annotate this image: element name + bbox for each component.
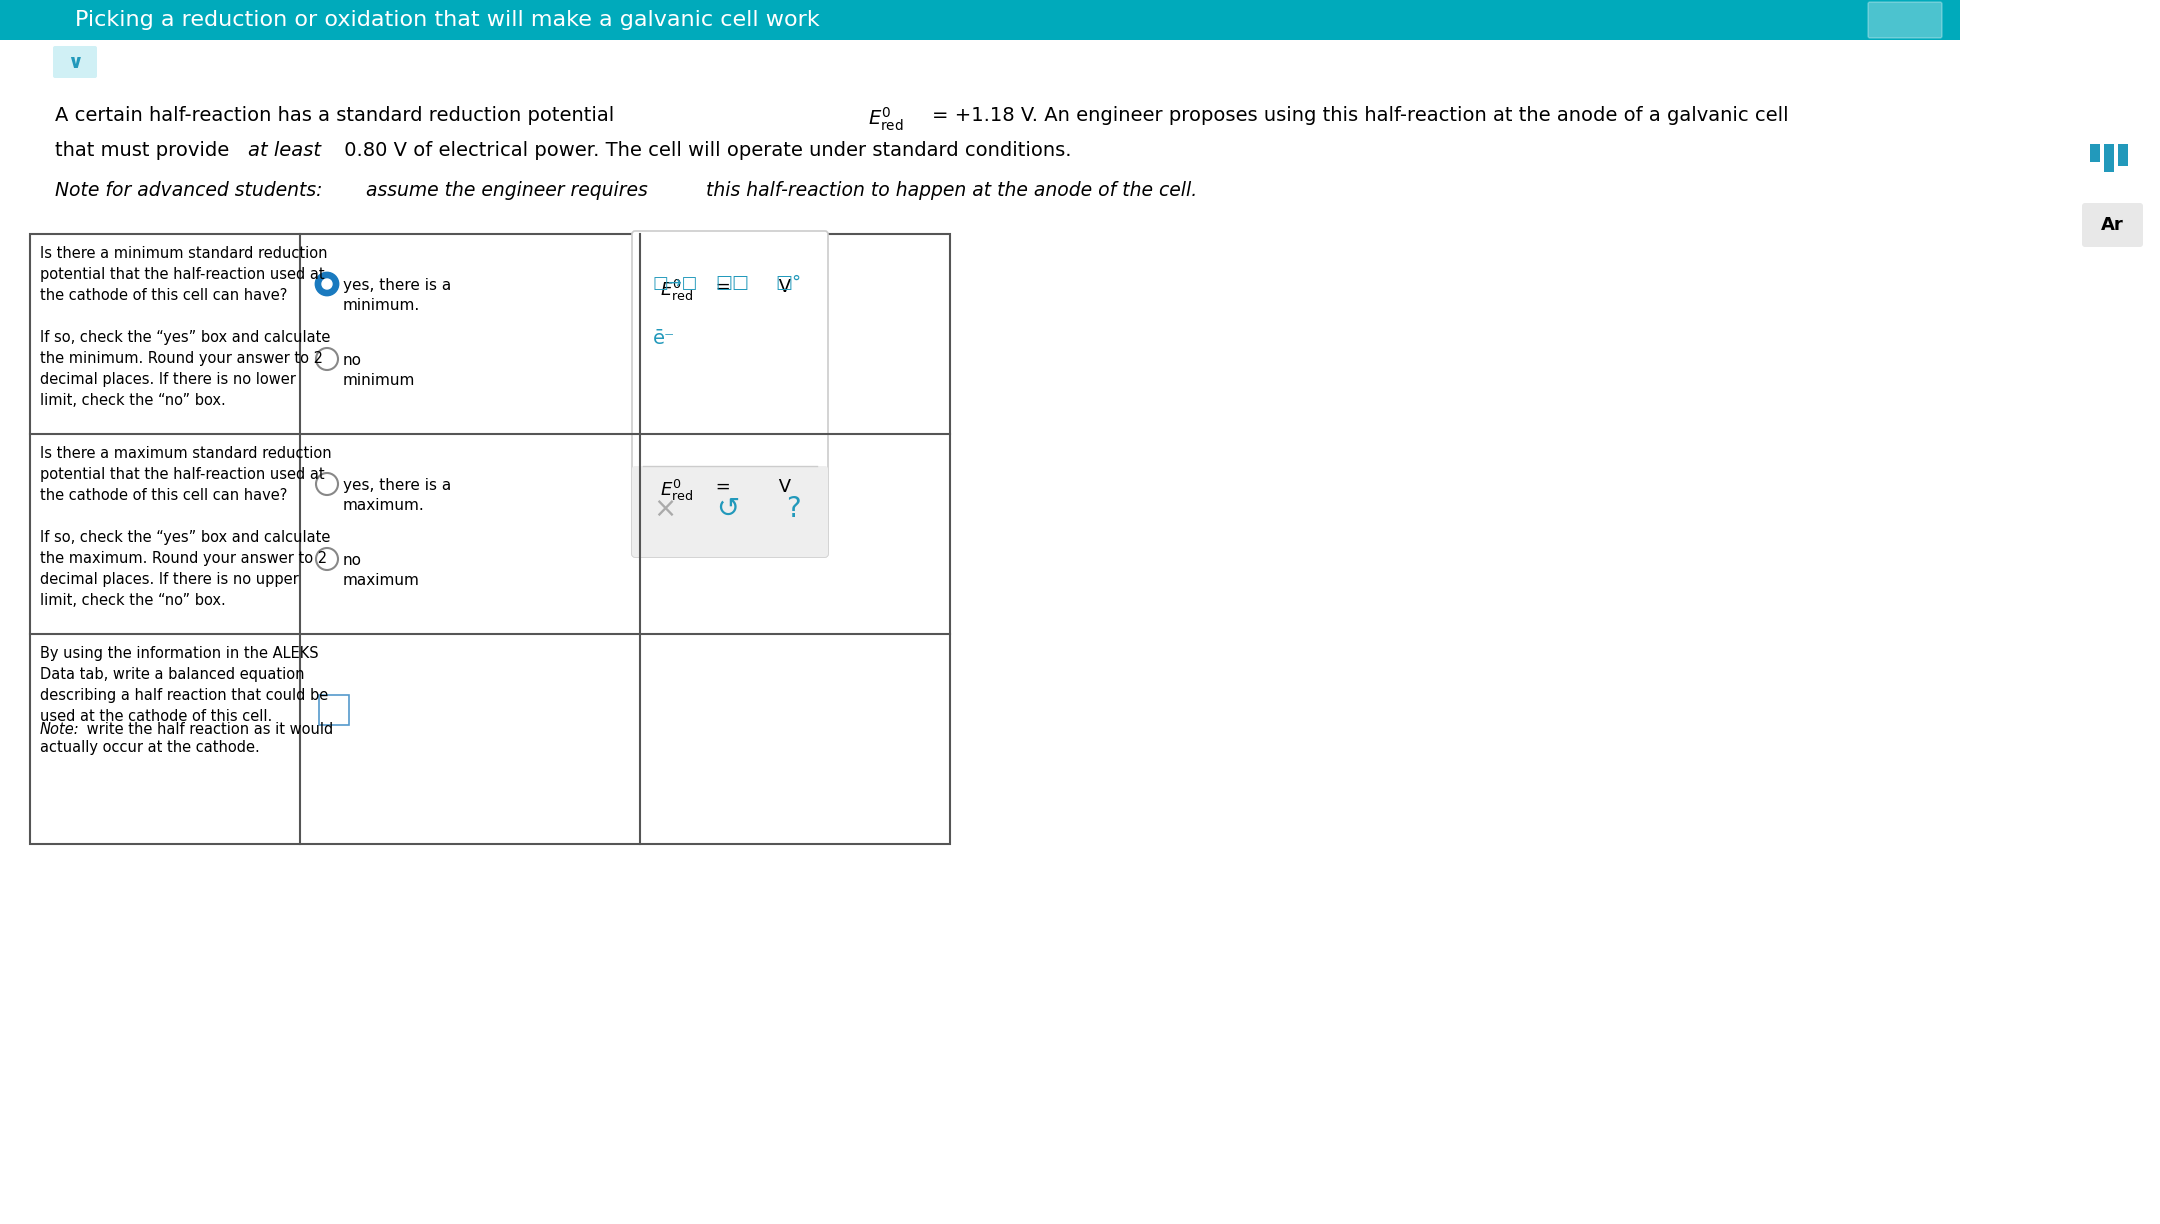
Text: ?: ? <box>786 494 801 523</box>
FancyBboxPatch shape <box>633 231 827 557</box>
Circle shape <box>315 548 337 570</box>
Text: V: V <box>773 479 791 496</box>
Text: ∨: ∨ <box>67 53 82 71</box>
FancyBboxPatch shape <box>2082 203 2143 247</box>
Text: ×: × <box>652 494 676 523</box>
Text: Note:: Note: <box>41 722 80 737</box>
Text: assume the engineer requires: assume the engineer requires <box>361 181 648 200</box>
FancyBboxPatch shape <box>730 475 769 503</box>
Circle shape <box>315 348 337 370</box>
Text: $E^{0}_{\rm red}$: $E^{0}_{\rm red}$ <box>868 106 903 133</box>
Text: no
minimum: no minimum <box>343 353 415 388</box>
Text: $E^{0}_{\rm red}$: $E^{0}_{\rm red}$ <box>661 479 693 503</box>
Text: no
maximum: no maximum <box>343 553 419 588</box>
Text: write the half reaction as it would: write the half reaction as it would <box>82 722 333 737</box>
Text: this half-reaction to happen at the anode of the cell.: this half-reaction to happen at the anod… <box>706 181 1197 200</box>
FancyBboxPatch shape <box>30 234 950 845</box>
Bar <box>2104 144 2115 173</box>
FancyBboxPatch shape <box>0 0 1959 40</box>
Bar <box>2091 144 2100 162</box>
FancyBboxPatch shape <box>320 695 350 725</box>
Text: = +1.18 V. An engineer proposes using this half-reaction at the anode of a galva: = +1.18 V. An engineer proposes using th… <box>931 106 1788 125</box>
Text: Is there a maximum standard reduction
potential that the half-reaction used at
t: Is there a maximum standard reduction po… <box>41 446 333 608</box>
Text: 0.80 V of electrical power. The cell will operate under standard conditions.: 0.80 V of electrical power. The cell wil… <box>337 141 1071 160</box>
Text: □°: □° <box>775 274 801 293</box>
Text: ↺: ↺ <box>717 494 739 523</box>
Text: Ar: Ar <box>2102 215 2123 234</box>
Bar <box>2119 144 2128 166</box>
Text: By using the information in the ALEKS
Data tab, write a balanced equation
descri: By using the information in the ALEKS Da… <box>41 646 328 725</box>
Text: V: V <box>773 278 791 296</box>
Text: yes, there is a
minimum.: yes, there is a minimum. <box>343 278 451 313</box>
FancyBboxPatch shape <box>54 47 97 78</box>
Text: $E^{0}_{\rm red}$: $E^{0}_{\rm red}$ <box>661 278 693 304</box>
FancyBboxPatch shape <box>1868 2 1942 38</box>
Text: Is there a minimum standard reduction
potential that the half-reaction used at
t: Is there a minimum standard reduction po… <box>41 246 330 408</box>
Text: yes, there is a
maximum.: yes, there is a maximum. <box>343 479 451 513</box>
FancyBboxPatch shape <box>730 275 769 304</box>
Text: A certain half-reaction has a standard reduction potential: A certain half-reaction has a standard r… <box>54 106 620 125</box>
Text: □→□: □→□ <box>652 274 698 293</box>
Text: actually occur at the cathode.: actually occur at the cathode. <box>41 741 259 755</box>
Circle shape <box>322 279 333 289</box>
Circle shape <box>315 472 337 494</box>
FancyBboxPatch shape <box>633 466 827 557</box>
Text: that must provide: that must provide <box>54 141 235 160</box>
Text: □□: □□ <box>715 274 750 293</box>
Text: =: = <box>711 479 737 496</box>
Circle shape <box>315 273 337 295</box>
Text: =: = <box>711 278 737 296</box>
Text: Picking a reduction or oxidation that will make a galvanic cell work: Picking a reduction or oxidation that wi… <box>76 10 821 31</box>
Text: Note for advanced students:: Note for advanced students: <box>54 181 322 200</box>
Text: at least: at least <box>248 141 322 160</box>
Text: ē⁻: ē⁻ <box>652 329 676 348</box>
